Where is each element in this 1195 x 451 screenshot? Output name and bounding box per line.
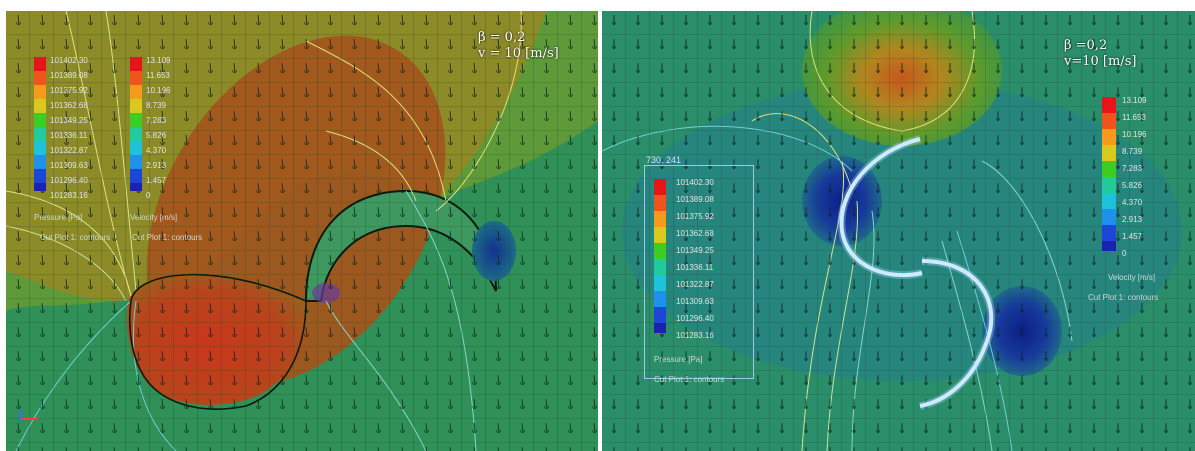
- left-velocity-tick: 7.283: [146, 116, 167, 125]
- left-pressure-color-bar: [34, 57, 46, 191]
- right-pressure-tick: 101402.30: [676, 178, 714, 187]
- right-pressure-tick: 101349.25: [676, 246, 714, 255]
- left-velocity-tick: 8.739: [146, 101, 167, 110]
- right-pressure-tick: 101389.08: [676, 195, 714, 204]
- left-pressure-tick: 101322.87: [50, 146, 88, 155]
- right-legend-selection-box: [644, 165, 754, 379]
- left-flow-panel: β = 0,2 v = 10 [m/s] 101402.30 101389.08…: [6, 11, 598, 451]
- right-velocity-tick: 4.370: [1122, 198, 1143, 207]
- right-velocity-tick: 10.196: [1122, 130, 1147, 139]
- right-velocity-title: Velocity [m/s]: [1108, 273, 1156, 282]
- left-pressure-tick: 101336.11: [50, 131, 88, 140]
- right-pressure-tick: 101336.11: [676, 263, 714, 272]
- right-velocity-tick: 11.653: [1122, 113, 1146, 122]
- right-pressure-color-bar: [654, 179, 666, 333]
- left-beta-label: β = 0,2: [478, 30, 526, 45]
- left-velocity-tick: 11.653: [146, 71, 170, 80]
- left-flow-field: [6, 11, 598, 451]
- right-pressure-tick: 101309.63: [676, 297, 714, 306]
- left-pressure-tick: 101389.08: [50, 71, 88, 80]
- right-velocity-tick: 2.913: [1122, 215, 1143, 224]
- right-pressure-tick: 101322.87: [676, 280, 714, 289]
- right-pressure-tick: 101296.40: [676, 314, 714, 323]
- left-velocity-tick: 2.913: [146, 161, 167, 170]
- left-pressure-tick: 101375.92: [50, 86, 88, 95]
- left-pressure-tick: 101283.16: [50, 191, 88, 200]
- right-velocity-tick: 7.283: [1122, 164, 1143, 173]
- left-velocity-plot-label: Cut Plot 1: contours: [132, 233, 203, 242]
- left-velocity-tick: 0: [146, 191, 151, 200]
- right-velocity-tick: 0: [1122, 249, 1127, 258]
- right-velocity-label: v=10 [m/s]: [1064, 54, 1137, 69]
- left-velocity-label: v = 10 [m/s]: [478, 46, 559, 61]
- right-beta-label: β =0,2: [1064, 38, 1108, 53]
- left-velocity-tick: 1.457: [146, 176, 167, 185]
- left-pressure-plot-label: Cut Plot 1: contours: [40, 233, 111, 242]
- left-velocity-tick: 13.109: [146, 56, 171, 65]
- right-pressure-tick: 101375.92: [676, 212, 714, 221]
- right-velocity-tick: 8.739: [1122, 147, 1143, 156]
- left-pressure-tick: 101349.25: [50, 116, 88, 125]
- left-pressure-tick: 101309.63: [50, 161, 88, 170]
- right-flow-field: [602, 11, 1195, 451]
- right-flow-panel: β =0,2 v=10 [m/s] 730, 241 101402.30 101…: [602, 11, 1195, 451]
- left-velocity-tick: 5.826: [146, 131, 167, 140]
- right-velocity-tick: 1.457: [1122, 232, 1143, 241]
- right-pressure-plot-label: Cut Plot 1: contours: [654, 375, 725, 384]
- right-velocity-color-bar: [1102, 97, 1116, 251]
- right-velocity-tick: 5.826: [1122, 181, 1143, 190]
- left-pressure-tick: 101402.30: [50, 56, 88, 65]
- left-velocity-tick: 10.196: [146, 86, 171, 95]
- left-pressure-tick: 101362.68: [50, 101, 88, 110]
- right-velocity-tick: 13.109: [1122, 96, 1147, 105]
- left-velocity-tick: 4.370: [146, 146, 167, 155]
- right-cursor-coordinates: 730, 241: [646, 155, 682, 165]
- left-pressure-tick: 101296.40: [50, 176, 88, 185]
- right-pressure-tick: 101283.16: [676, 331, 714, 340]
- right-velocity-plot-label: Cut Plot 1: contours: [1088, 293, 1159, 302]
- left-velocity-color-bar: [130, 57, 142, 191]
- left-velocity-title: Velocity [m/s]: [130, 213, 178, 222]
- left-pressure-title: Pressure [Pa]: [34, 213, 83, 222]
- right-pressure-tick: 101362.68: [676, 229, 714, 238]
- right-pressure-title: Pressure [Pa]: [654, 355, 703, 364]
